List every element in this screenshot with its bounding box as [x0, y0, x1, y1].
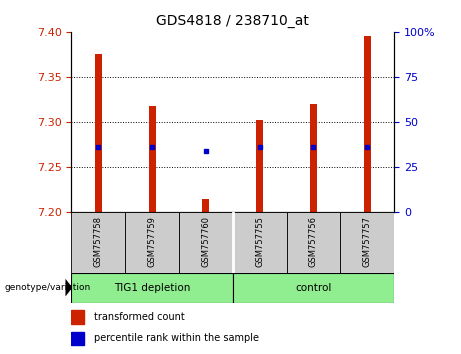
Bar	[125, 212, 179, 273]
Bar	[233, 273, 394, 303]
Bar	[71, 310, 84, 324]
Text: control: control	[296, 282, 331, 293]
Title: GDS4818 / 238710_at: GDS4818 / 238710_at	[156, 14, 309, 28]
Text: GSM757760: GSM757760	[201, 216, 210, 267]
Text: GSM757755: GSM757755	[255, 216, 264, 267]
Bar	[71, 212, 125, 273]
Bar	[202, 199, 209, 212]
Text: transformed count: transformed count	[94, 312, 185, 322]
Bar	[364, 36, 371, 212]
Bar	[148, 106, 156, 212]
Text: GSM757757: GSM757757	[363, 216, 372, 267]
Polygon shape	[65, 279, 72, 296]
Bar	[95, 55, 102, 212]
Bar	[287, 212, 340, 273]
Bar	[340, 212, 394, 273]
Bar	[71, 273, 233, 303]
Bar	[310, 104, 317, 212]
Bar	[71, 332, 84, 345]
Bar	[256, 120, 263, 212]
Bar	[179, 212, 233, 273]
Text: TIG1 depletion: TIG1 depletion	[114, 282, 190, 293]
Text: GSM757756: GSM757756	[309, 216, 318, 267]
Text: GSM757758: GSM757758	[94, 216, 103, 267]
Bar	[233, 212, 287, 273]
Text: GSM757759: GSM757759	[148, 216, 157, 267]
Text: genotype/variation: genotype/variation	[5, 283, 91, 292]
Text: percentile rank within the sample: percentile rank within the sample	[94, 333, 259, 343]
